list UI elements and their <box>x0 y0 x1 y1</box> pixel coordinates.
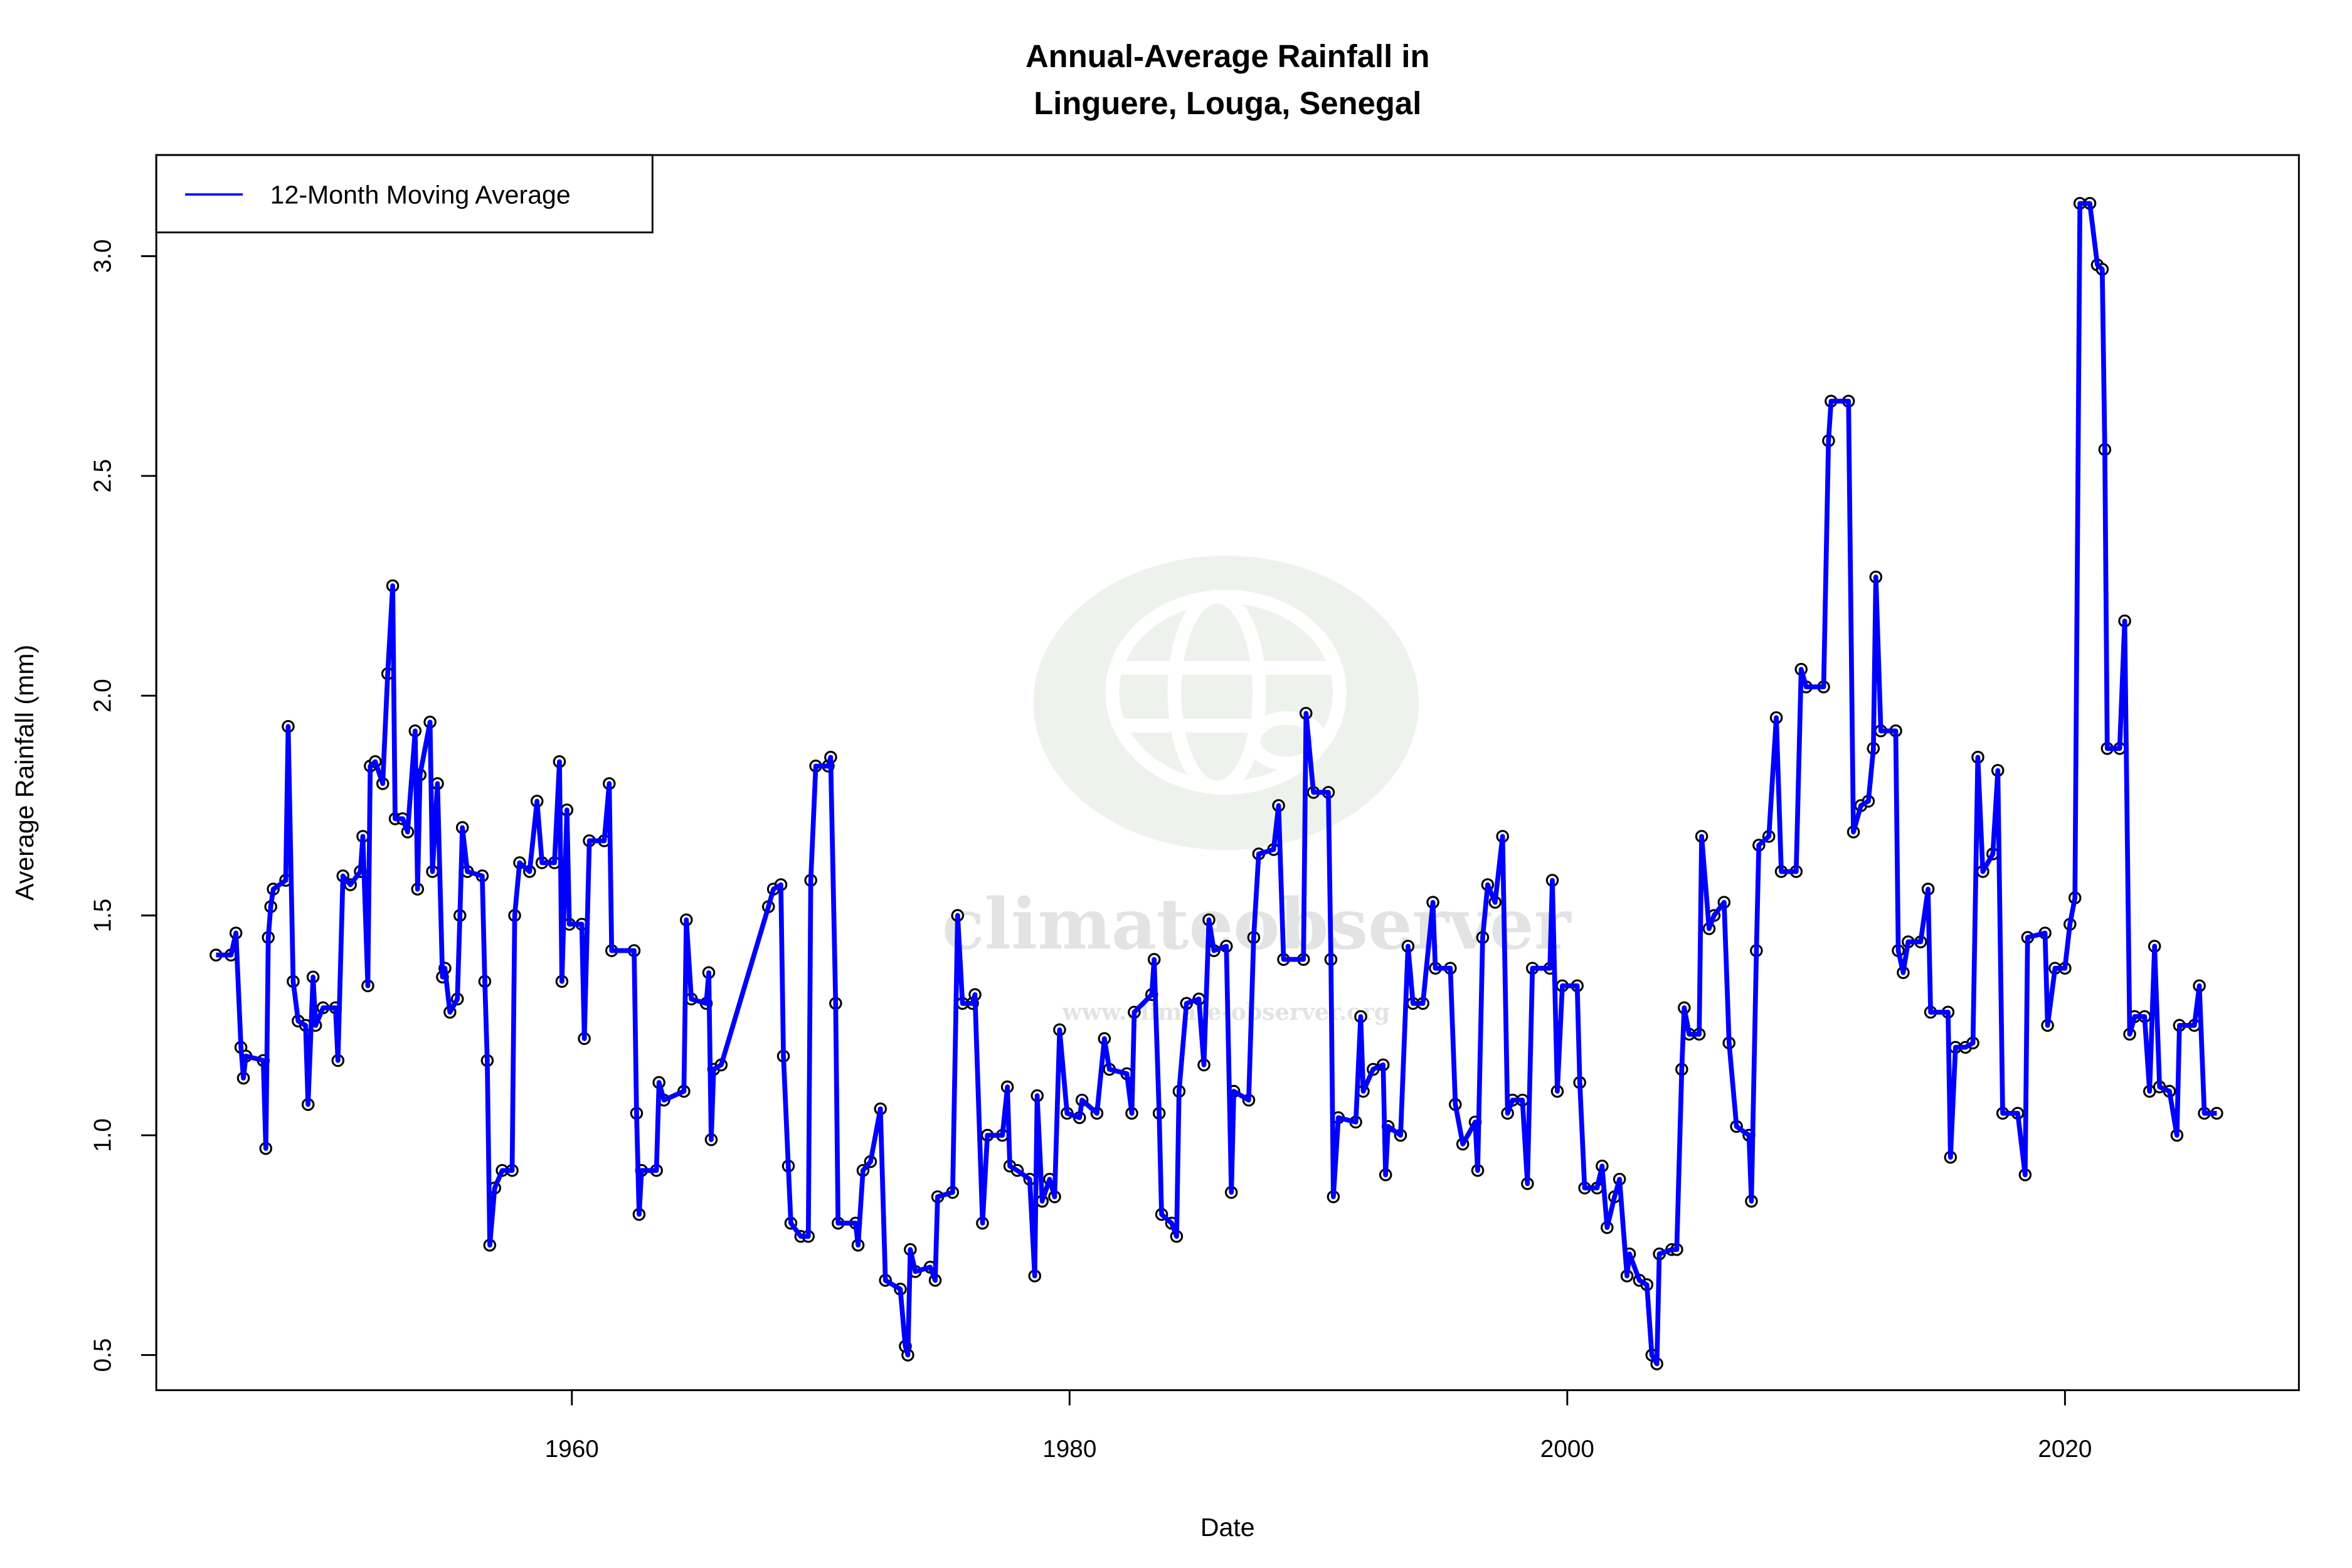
series-line-12-month-moving-average <box>216 201 2217 1367</box>
x-axis: 1960 1980 2000 2020 <box>545 1389 2092 1463</box>
watermark-logo-ellipse <box>1033 555 1419 850</box>
y-axis: 0.5 1.0 1.5 2.0 2.5 3.0 <box>90 239 157 1372</box>
chart-title-line-1: Annual-Average Rainfall in <box>1025 38 1430 74</box>
watermark: climateobserver www.climate-observer.org <box>942 555 1572 1025</box>
x-tick-label: 2000 <box>1540 1436 1594 1463</box>
y-tick-label: 2.0 <box>90 679 117 712</box>
chart-title-line-2: Linguere, Louga, Senegal <box>1034 85 1421 121</box>
legend: 12-Month Moving Average <box>155 154 654 234</box>
x-tick-label: 1960 <box>545 1436 599 1463</box>
legend-label: 12-Month Moving Average <box>270 181 571 209</box>
y-tick-label: 1.5 <box>90 899 117 933</box>
y-tick-label: 1.0 <box>90 1118 117 1152</box>
y-tick-label: 3.0 <box>90 239 117 273</box>
globe-icon <box>1105 590 1347 795</box>
y-axis-label: Average Rainfall (mm) <box>10 645 39 901</box>
x-tick-label: 1980 <box>1042 1436 1096 1463</box>
x-axis-label: Date <box>1200 1513 1255 1542</box>
y-tick-label: 0.5 <box>90 1338 117 1372</box>
x-tick-label: 2020 <box>2038 1436 2092 1463</box>
y-tick-label: 2.5 <box>90 459 117 493</box>
